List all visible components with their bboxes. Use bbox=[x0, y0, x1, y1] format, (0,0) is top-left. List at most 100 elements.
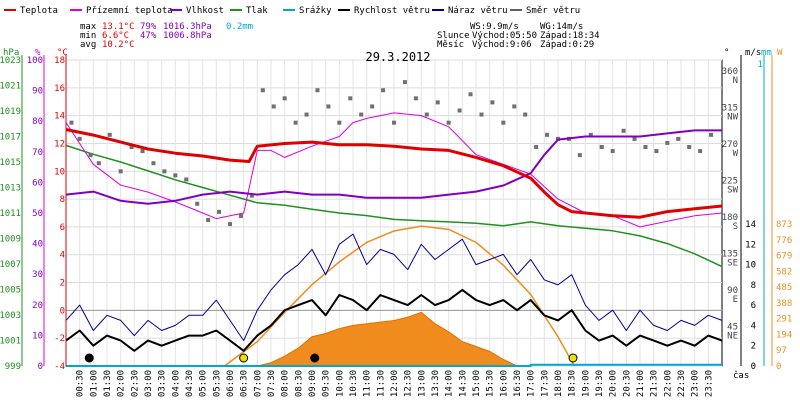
dir-tick-degree: 270 bbox=[722, 140, 738, 150]
wind-direction-point bbox=[88, 153, 93, 158]
dir-tick-name: W bbox=[733, 149, 739, 159]
wind-direction-point bbox=[424, 112, 429, 117]
humidity-tick: 50 bbox=[32, 209, 43, 219]
wind-direction-point bbox=[282, 96, 287, 101]
wind-direction-point bbox=[118, 169, 123, 174]
hpa-tick: 1009 bbox=[0, 235, 21, 245]
ms-tick: 4 bbox=[751, 321, 756, 331]
temp-tick: 12 bbox=[54, 139, 65, 149]
series-line-teplota bbox=[65, 128, 723, 219]
x-axis: 00:30 01:00 01:30 02:00 02:30 03:00 03:30 04:00… bbox=[76, 370, 750, 397]
x-tick: 18:00 bbox=[554, 370, 564, 397]
ms-unit: m/s bbox=[745, 48, 761, 58]
w-tick: 194 bbox=[776, 330, 792, 340]
wind-direction-point bbox=[162, 169, 167, 174]
x-tick: 01:00 bbox=[89, 370, 99, 397]
x-tick: 16:30 bbox=[513, 370, 523, 397]
sun-moon-marker bbox=[239, 353, 249, 363]
dir-tick-name: E bbox=[733, 295, 738, 305]
moon-set: Západ:0:29 bbox=[540, 40, 594, 50]
x-tick: 14:30 bbox=[458, 370, 468, 397]
x-tick: 05:30 bbox=[212, 370, 222, 397]
x-tick: 17:00 bbox=[527, 370, 537, 397]
x-tick: 09:00 bbox=[308, 370, 318, 397]
sun-moon-marker bbox=[84, 353, 94, 363]
wind-direction-point bbox=[271, 104, 276, 109]
stat-temp: 6.6°C bbox=[102, 31, 129, 41]
temp-tick: 4 bbox=[60, 251, 65, 261]
hpa-tick: 1015 bbox=[0, 158, 21, 168]
wind-direction-point bbox=[654, 149, 659, 154]
wind-direction-point bbox=[326, 104, 331, 109]
x-tick: 22:00 bbox=[663, 370, 673, 397]
x-tick: 05:00 bbox=[199, 370, 209, 397]
w-unit: W bbox=[777, 48, 783, 58]
wind-direction-point bbox=[577, 153, 582, 158]
sun-moon-marker bbox=[310, 353, 320, 363]
stat-pressure: 1016.3hPa bbox=[163, 22, 212, 32]
stat-rain: 0.2mm bbox=[226, 22, 253, 32]
legend-label: Vlhkost bbox=[186, 6, 224, 16]
x-tick: 15:00 bbox=[472, 370, 482, 397]
moon-rise: Východ:9:06 bbox=[472, 40, 532, 50]
wind-direction-point bbox=[348, 96, 353, 101]
ms-tick: 12 bbox=[745, 240, 756, 250]
hpa-tick: 1023 bbox=[0, 56, 21, 66]
dir-unit: ° bbox=[724, 48, 729, 58]
x-tick: 03:00 bbox=[144, 370, 154, 397]
temp-tick: 8 bbox=[60, 195, 65, 205]
x-tick: 17:30 bbox=[540, 370, 550, 397]
x-tick: 14:00 bbox=[445, 370, 455, 397]
x-tick: 19:30 bbox=[595, 370, 605, 397]
wind-direction-point bbox=[151, 161, 156, 166]
hpa-tick: 1003 bbox=[0, 311, 21, 321]
temp-tick: 16 bbox=[54, 84, 65, 94]
legend-label: Teplota bbox=[20, 6, 58, 16]
x-tick: 10:30 bbox=[349, 370, 359, 397]
humidity-tick: 100 bbox=[27, 56, 43, 66]
x-tick: 01:30 bbox=[103, 370, 113, 397]
wind-direction-point bbox=[512, 104, 517, 109]
stat-humidity: 47% bbox=[140, 31, 157, 41]
x-tick: 13:00 bbox=[417, 370, 427, 397]
w-tick: 97 bbox=[776, 346, 787, 356]
hpa-tick: 1007 bbox=[0, 260, 21, 270]
wind-direction-point bbox=[457, 108, 462, 113]
wind-gust: WG:14m/s bbox=[540, 22, 583, 32]
x-tick: 00:30 bbox=[76, 370, 86, 397]
x-tick: 16:00 bbox=[499, 370, 509, 397]
x-tick: 23:30 bbox=[704, 370, 714, 397]
humidity-tick: 80 bbox=[32, 117, 43, 127]
wind-direction-point bbox=[129, 145, 134, 149]
ms-tick: 0 bbox=[751, 362, 756, 372]
dir-tick-name: S bbox=[733, 222, 738, 232]
x-tick: 11:00 bbox=[363, 370, 373, 397]
moon-label: Měsíc bbox=[437, 40, 464, 50]
legend-label: Přízemní teplota bbox=[86, 6, 173, 16]
humidity-tick: 20 bbox=[32, 301, 43, 311]
x-tick: 21:30 bbox=[650, 370, 660, 397]
wind-direction-point bbox=[610, 149, 615, 154]
humidity-tick: 70 bbox=[32, 148, 43, 158]
wind-direction-point bbox=[260, 88, 265, 93]
series-line-vlhkost bbox=[65, 129, 722, 205]
wind-direction-point bbox=[315, 88, 320, 93]
temp-tick: 14 bbox=[54, 112, 65, 122]
wind-direction-point bbox=[228, 222, 232, 227]
wind-direction-point bbox=[632, 136, 637, 141]
wind-direction-point bbox=[238, 213, 243, 218]
wind-direction-point bbox=[359, 112, 364, 117]
temp-tick: -2 bbox=[54, 334, 65, 344]
dir-tick-name: NW bbox=[727, 113, 738, 123]
hpa-tick: 1021 bbox=[0, 82, 21, 92]
wind-direction-point bbox=[676, 136, 681, 141]
temp-tick: -4 bbox=[54, 362, 65, 372]
stat-temp: 10.2°C bbox=[102, 40, 135, 50]
hpa-tick: 1005 bbox=[0, 286, 21, 296]
wind-direction-point bbox=[413, 96, 418, 101]
wind-direction-point bbox=[69, 120, 74, 125]
legend-label: Směr větru bbox=[526, 6, 580, 16]
wind-direction-point bbox=[249, 193, 254, 198]
w-tick: 679 bbox=[776, 252, 792, 262]
dir-tick-name: SE bbox=[727, 259, 738, 269]
